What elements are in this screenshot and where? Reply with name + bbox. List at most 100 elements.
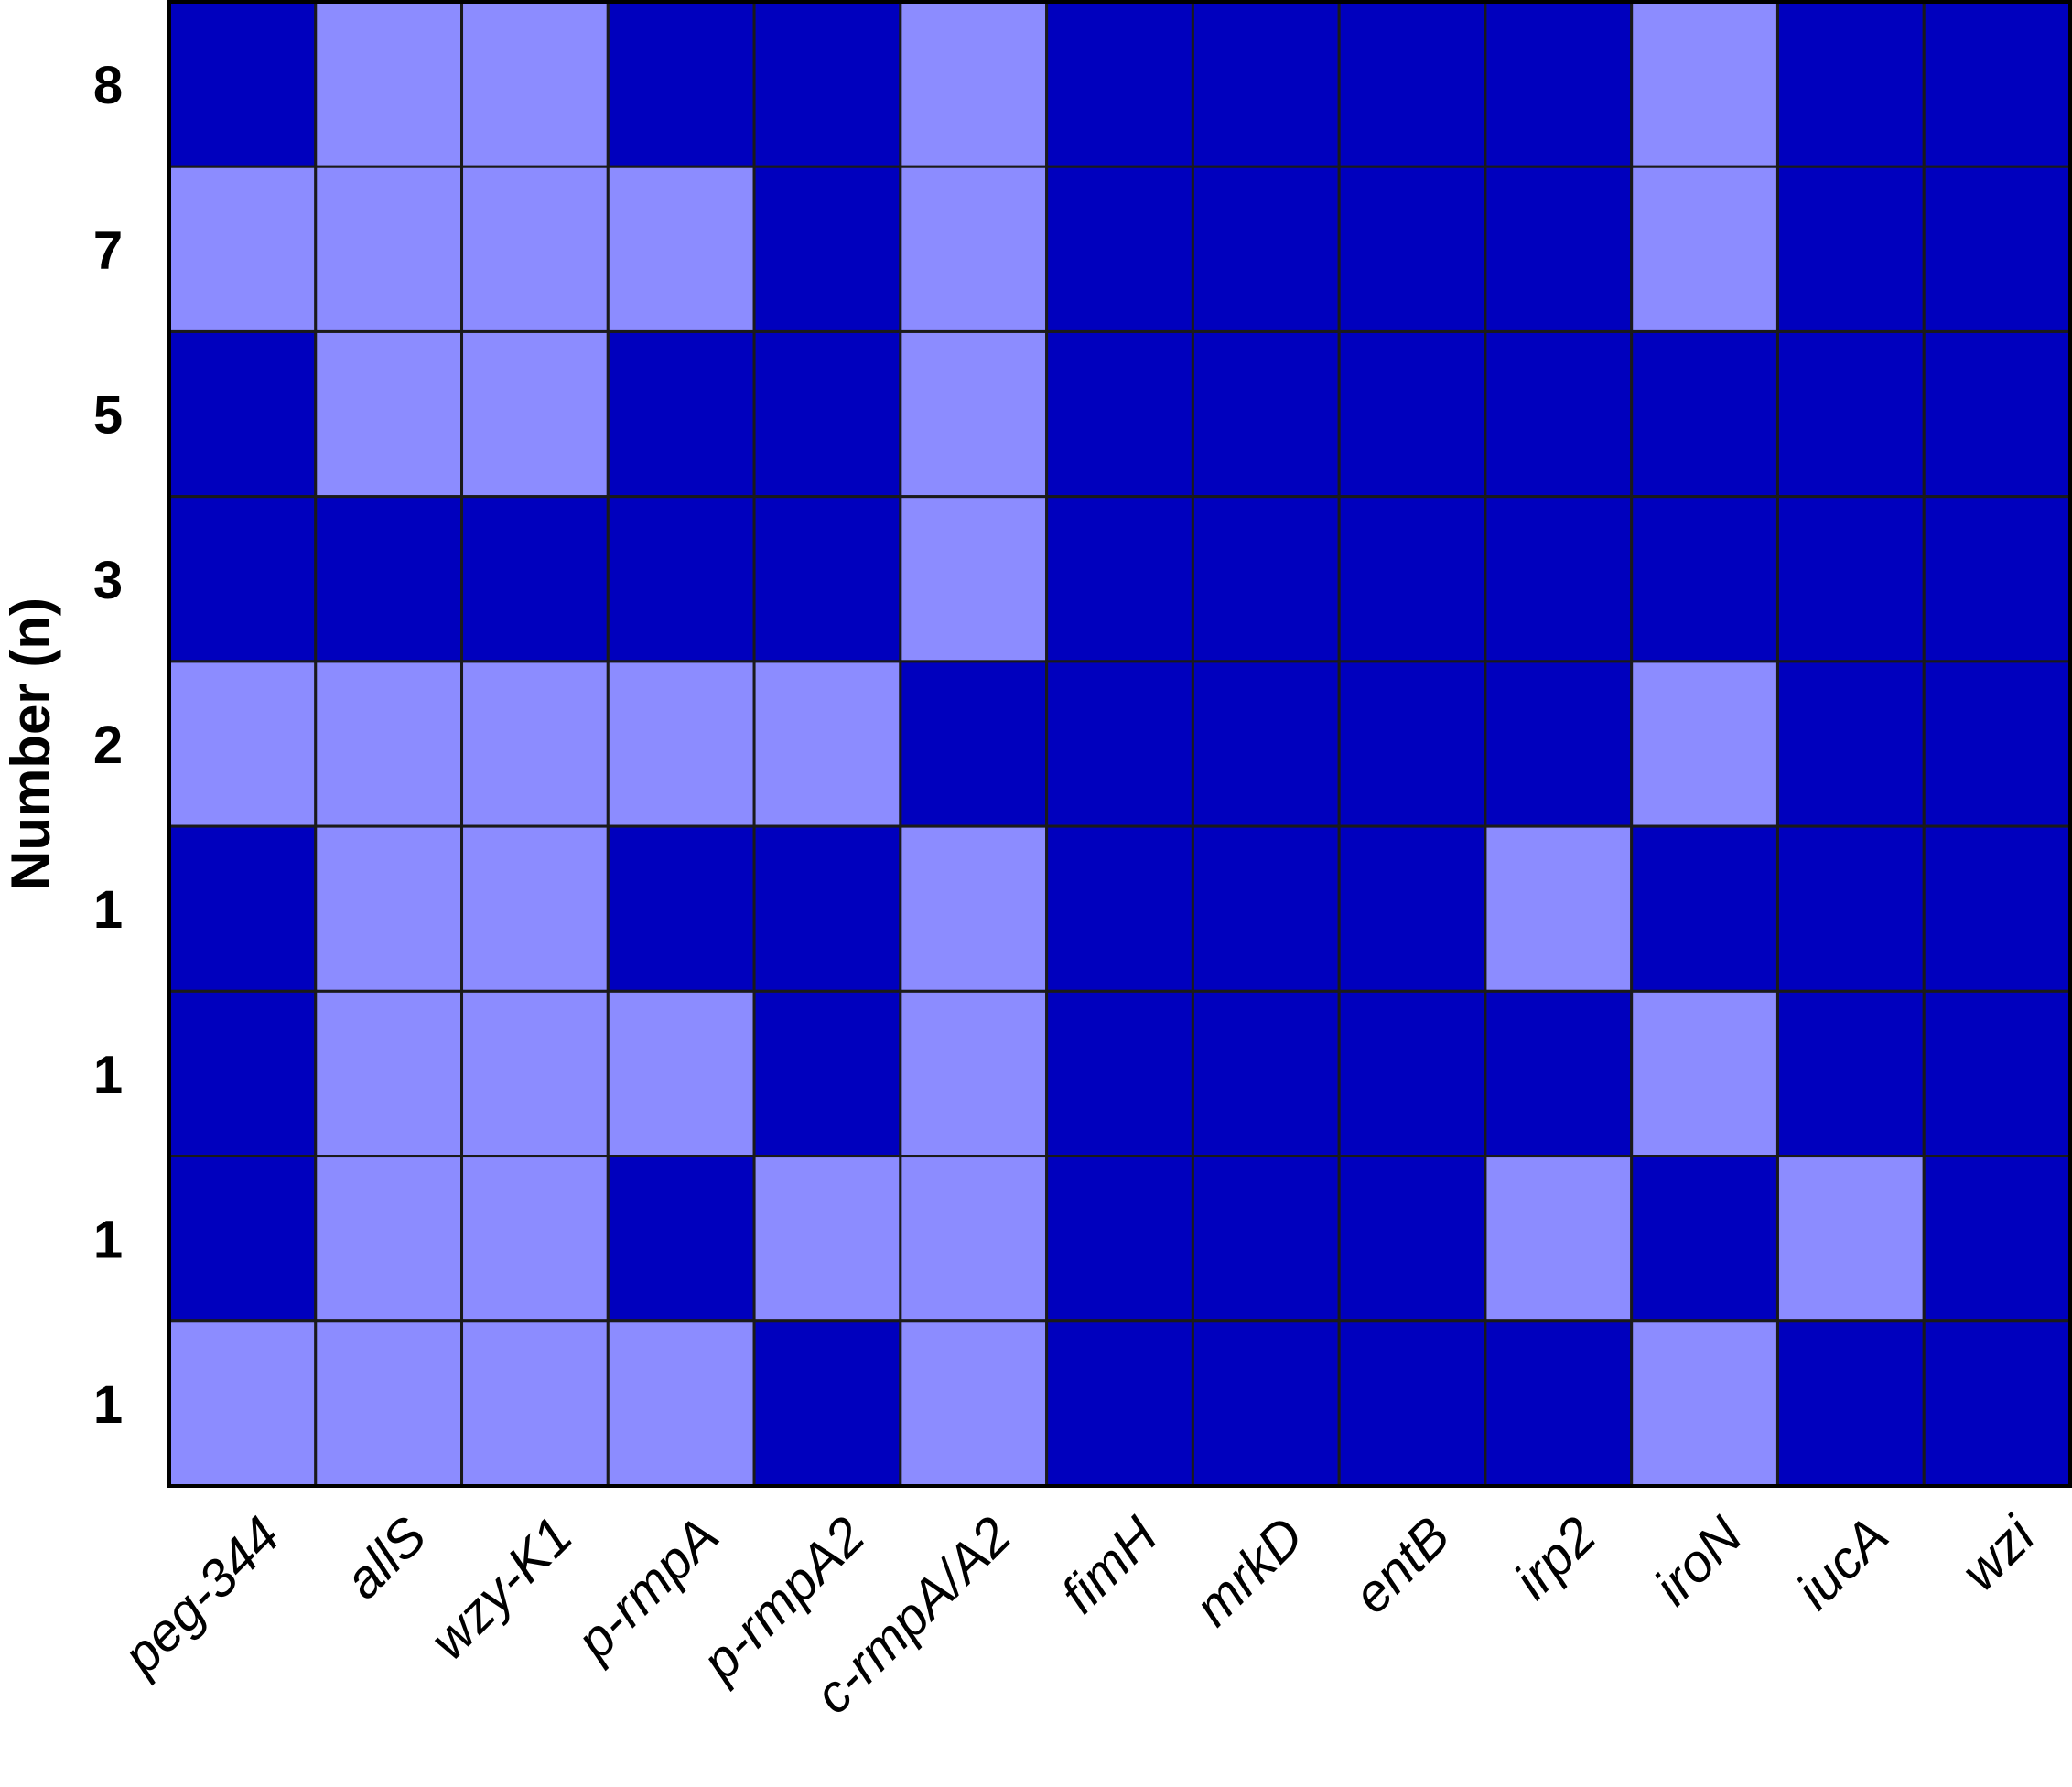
heatmap-cell-r1-c8 [1337,165,1487,333]
heatmap-cell-r2-c12 [1922,329,2072,499]
heatmap-cell-r7-c4 [752,1155,902,1323]
heatmap-cell-r8-c6 [1045,1319,1194,1488]
heatmap-cell-r0-c5 [899,0,1049,168]
heatmap-cell-r1-c1 [314,165,464,333]
heatmap-cell-r8-c3 [606,1319,756,1488]
heatmap-cell-r7-c8 [1337,1155,1487,1323]
heatmap-cell-r2-c4 [752,329,902,499]
x-tick-label: fimH [1050,1506,1169,1625]
heatmap-cell-r7-c5 [899,1155,1049,1323]
heatmap-cell-r8-c2 [460,1319,610,1488]
heatmap-cell-r8-c12 [1922,1319,2072,1488]
heatmap-cell-r1-c2 [460,165,610,333]
y-tick-labels: 8 7 5 3 2 1 1 1 1 [93,56,123,1435]
heatmap-cell-r3-c12 [1922,495,2072,663]
heatmap-cell-r7-c3 [606,1155,756,1323]
heatmap-cell-r5-c9 [1484,824,1634,993]
y-tick-label: 3 [93,551,123,610]
heatmap-cell-r5-c0 [167,824,318,993]
heatmap-cell-r3-c10 [1630,495,1779,663]
heatmap-cell-r8-c5 [899,1319,1049,1488]
heatmap-cell-r6-c2 [460,989,610,1158]
heatmap-cell-r6-c11 [1775,989,1926,1158]
heatmap-cell-r6-c9 [1484,989,1634,1158]
heatmap-cell-r6-c1 [314,989,464,1158]
heatmap-cell-r1-c5 [899,165,1049,333]
x-tick-label: iucA [1785,1506,1900,1621]
heatmap-cell-r0-c10 [1630,0,1779,168]
heatmap-cell-r8-c9 [1484,1319,1634,1488]
x-tick-label: mrkD [1183,1506,1315,1638]
heatmap-cell-r3-c2 [460,495,610,663]
heatmap-cell-r8-c8 [1337,1319,1487,1488]
heatmap-cell-r6-c6 [1045,989,1194,1158]
heatmap-cell-r2-c7 [1191,329,1341,499]
heatmap-cell-r1-c11 [1775,165,1926,333]
heatmap-cell-r0-c9 [1484,0,1634,168]
heatmap-cell-r7-c6 [1045,1155,1194,1323]
heatmap-cell-r1-c4 [752,165,902,333]
heatmap-cell-r1-c7 [1191,165,1341,333]
heatmap-cell-r2-c1 [314,329,464,499]
heatmap-cell-r0-c1 [314,0,464,168]
y-tick-label: 2 [93,716,123,775]
heatmap-cell-r0-c6 [1045,0,1194,168]
heatmap-cell-r8-c11 [1775,1319,1926,1488]
heatmap-cell-r5-c11 [1775,824,1926,993]
heatmap-cell-r5-c3 [606,824,756,993]
heatmap-cell-r7-c7 [1191,1155,1341,1323]
heatmap-cell-r0-c12 [1922,0,2072,168]
y-axis-label: Number (n) [0,597,61,890]
heatmap-cell-r8-c4 [752,1319,902,1488]
x-tick-label: wzi [1949,1504,2047,1602]
y-tick-label: 1 [93,1375,123,1435]
heatmap-cell-r3-c9 [1484,495,1634,663]
y-tick-label: 7 [93,221,123,280]
y-tick-label: 1 [93,1211,123,1270]
heatmap-cell-r0-c3 [606,0,756,168]
heatmap-cell-r4-c6 [1045,660,1194,828]
heatmap-cell-r3-c11 [1775,495,1926,663]
heatmap-cell-r7-c11 [1775,1155,1926,1323]
heatmap-cell-r4-c3 [606,660,756,828]
heatmap-cell-r2-c8 [1337,329,1487,499]
heatmap-cell-r2-c11 [1775,329,1926,499]
heatmap-cell-r3-c5 [899,495,1049,663]
heatmap-cell-r3-c3 [606,495,756,663]
y-tick-label: 5 [93,386,123,446]
heatmap-cell-r0-c0 [167,0,318,168]
heatmap-cell-r2-c3 [606,329,756,499]
heatmap-cell-r7-c9 [1484,1155,1634,1323]
heatmap-cell-r6-c3 [606,989,756,1158]
heatmap-cell-r4-c8 [1337,660,1487,828]
heatmap-cell-r4-c4 [752,660,902,828]
heatmap-cell-r5-c8 [1337,824,1487,993]
heatmap-cell-r4-c2 [460,660,610,828]
heatmap-cell-r7-c12 [1922,1155,2072,1323]
heatmap-cell-r4-c9 [1484,660,1634,828]
heatmap-cell-r0-c2 [460,0,610,168]
heatmap-cell-r6-c7 [1191,989,1341,1158]
heatmap-cell-r5-c10 [1630,824,1779,993]
heatmap-cell-r1-c6 [1045,165,1194,333]
heatmap-cell-r6-c5 [899,989,1049,1158]
heatmap-cell-r2-c9 [1484,329,1634,499]
x-tick-label: peg-344 [111,1506,292,1687]
heatmap-cell-r0-c11 [1775,0,1926,168]
heatmap-cell-r7-c1 [314,1155,464,1323]
heatmap-cell-r3-c1 [314,495,464,663]
heatmap-cell-r4-c5 [899,660,1049,828]
heatmap-cell-r2-c10 [1630,329,1779,499]
heatmap-cell-r6-c8 [1337,989,1487,1158]
heatmap-cell-r4-c12 [1922,660,2072,828]
heatmap-cell-r4-c7 [1191,660,1341,828]
heatmap-cell-r3-c6 [1045,495,1194,663]
heatmap-cell-r3-c0 [167,495,318,663]
heatmap-cell-r6-c10 [1630,989,1779,1158]
heatmap-cell-r6-c12 [1922,989,2072,1158]
heatmap-cell-r6-c4 [752,989,902,1158]
heatmap-cell-r5-c6 [1045,824,1194,993]
